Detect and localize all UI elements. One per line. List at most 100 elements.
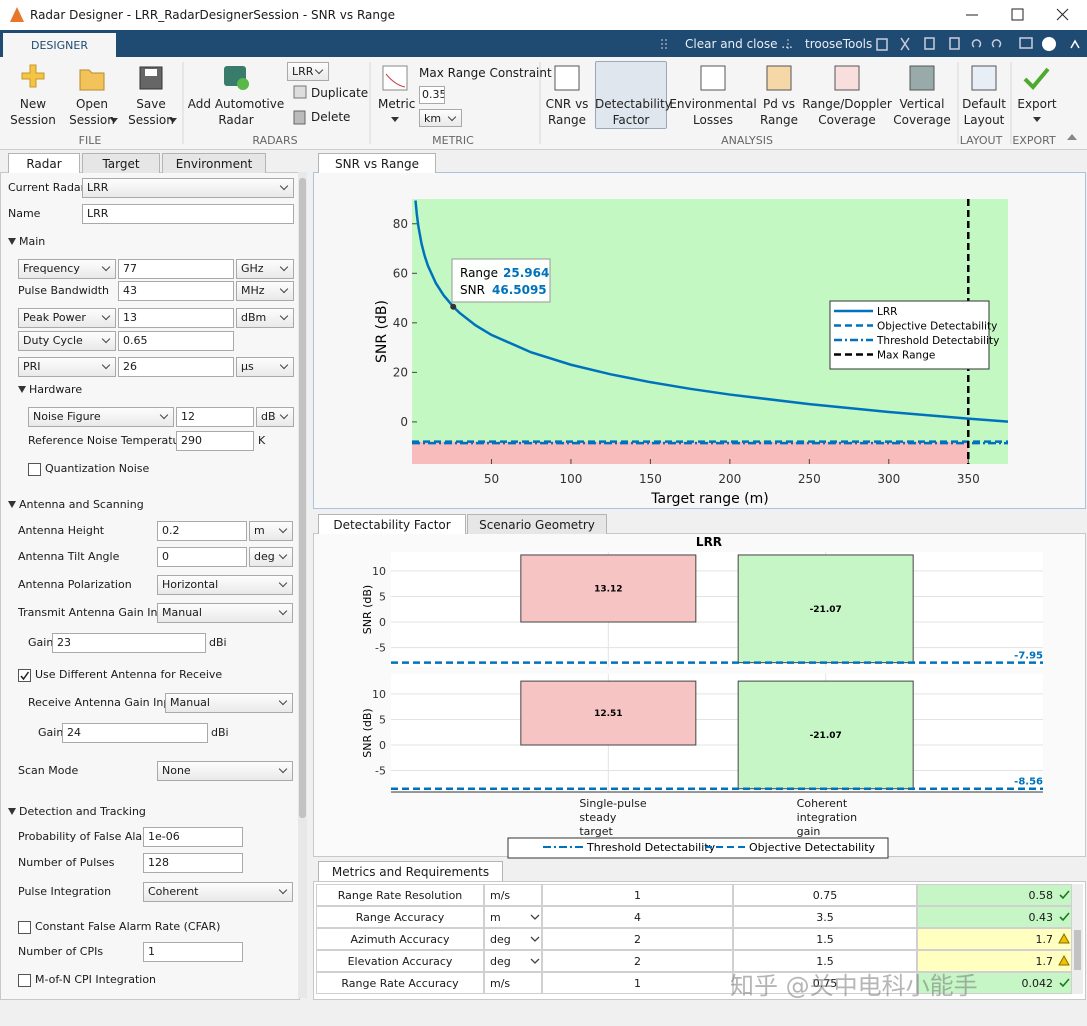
toolstrip-button[interactable]: Range/Doppler Coverage <box>802 97 892 127</box>
unit-select[interactable]: GHz <box>236 259 294 279</box>
panel-tab[interactable]: Radar <box>8 153 80 173</box>
toolstrip-button[interactable]: Add Automotive Radar <box>187 97 285 127</box>
delete-button[interactable]: Delete <box>311 110 351 124</box>
table-cell[interactable]: m/s <box>484 972 542 994</box>
field-input[interactable]: 290 <box>176 431 254 451</box>
field-label-select[interactable]: PRI <box>18 357 116 377</box>
section-arrow[interactable] <box>18 386 26 393</box>
toolstrip-button[interactable]: Default Layout <box>962 97 1006 127</box>
section-arrow[interactable] <box>8 238 16 245</box>
unit-select[interactable]: dB <box>256 407 294 427</box>
unit-select[interactable]: μs <box>236 357 294 377</box>
subplot-area <box>391 552 1043 667</box>
quick-access-item[interactable]: trooseTools <box>805 37 873 51</box>
constraint-unit[interactable]: km <box>419 109 462 127</box>
designer-tab[interactable]: DESIGNER <box>31 39 88 52</box>
field-input[interactable]: 1 <box>143 942 243 962</box>
bar-value-label: 13.12 <box>594 584 622 594</box>
field-input[interactable]: 128 <box>143 853 243 873</box>
checkbox[interactable] <box>18 921 31 934</box>
unit-select[interactable]: m <box>249 521 293 541</box>
field-input[interactable]: 0.2 <box>157 521 247 541</box>
section-header[interactable]: Hardware <box>29 383 83 396</box>
toolstrip-button[interactable]: Vertical Coverage <box>893 97 951 127</box>
group-separators <box>182 62 1012 144</box>
toolstrip-button[interactable]: CNR vs Range <box>545 97 589 127</box>
field-select[interactable]: Manual <box>157 603 293 623</box>
checkbox-label[interactable]: Quantization Noise <box>45 462 150 475</box>
category-label: steady <box>579 811 617 824</box>
field-input[interactable]: 1e-06 <box>143 827 243 847</box>
field-select[interactable]: Manual <box>165 693 293 713</box>
panel-tab[interactable]: Environment <box>162 153 266 173</box>
field-input[interactable]: 13 <box>118 308 234 328</box>
field-select[interactable]: Coherent <box>143 882 293 902</box>
field-label-select[interactable]: Noise Figure <box>28 407 174 427</box>
quick-access-item[interactable]: Clear and close ... <box>685 37 793 51</box>
field-label-select[interactable]: Frequency <box>18 259 116 279</box>
field-label: Probability of False Alarm <box>18 830 158 843</box>
table-cell[interactable]: deg <box>484 928 542 950</box>
section-header[interactable]: Main <box>19 235 46 248</box>
delete-icon <box>293 110 306 125</box>
maximize-icon[interactable] <box>1011 8 1024 21</box>
table-cell[interactable]: m/s <box>484 884 542 906</box>
unit-select[interactable]: dBm <box>236 308 294 328</box>
category-label: gain <box>796 825 821 838</box>
metric-button[interactable]: Metric <box>378 97 416 111</box>
toolstrip-button[interactable]: Environmental Losses <box>669 97 757 127</box>
collapse-icon[interactable] <box>1070 39 1080 49</box>
left-scroll-thumb[interactable] <box>299 178 306 818</box>
field-select[interactable]: LRR <box>82 178 294 198</box>
toolstrip-button[interactable]: Open Session <box>69 97 115 127</box>
field-label-select[interactable]: Peak Power <box>18 308 116 328</box>
toolstrip-button[interactable]: Detectability Factor <box>595 97 672 127</box>
table-cell[interactable]: m <box>484 906 542 928</box>
section-header[interactable]: Detection and Tracking <box>19 805 146 818</box>
legend-entry: Objective Detectability <box>877 321 997 333</box>
toolstrip-button[interactable]: New Session <box>10 97 56 127</box>
y-tick-label: 40 <box>393 316 408 330</box>
section-header[interactable]: Antenna and Scanning <box>19 498 144 511</box>
plot-tab[interactable]: Detectability Factor <box>318 514 466 534</box>
unit-select[interactable]: deg <box>249 547 293 567</box>
field-input[interactable]: 26 <box>118 357 234 377</box>
field-input[interactable]: 24 <box>62 723 208 743</box>
close-icon[interactable] <box>1056 8 1069 21</box>
field-input[interactable]: LRR <box>82 204 294 224</box>
toolstrip-collapse[interactable] <box>1067 134 1077 140</box>
plot-tab[interactable]: SNR vs Range <box>318 153 436 173</box>
field-input[interactable]: 0 <box>157 547 247 567</box>
checkbox[interactable] <box>18 669 31 682</box>
field-input[interactable]: 77 <box>118 259 234 279</box>
field-select[interactable]: None <box>157 761 293 781</box>
checkbox-label[interactable]: Use Different Antenna for Receive <box>35 668 223 681</box>
section-arrow[interactable] <box>8 808 16 815</box>
field-label-select[interactable]: Duty Cycle <box>18 331 116 351</box>
field-input[interactable]: 23 <box>52 633 206 653</box>
field-input[interactable]: 0.65 <box>118 331 234 351</box>
plot-tab[interactable]: Metrics and Requirements <box>318 861 503 881</box>
table-cell[interactable]: deg <box>484 950 542 972</box>
field-input[interactable]: 43 <box>118 281 234 301</box>
constraint-input[interactable]: 0.35 <box>419 86 445 104</box>
checkbox-label[interactable]: M-of-N CPI Integration <box>35 973 157 986</box>
metric-arrow <box>391 117 399 122</box>
unit-select[interactable]: MHz <box>236 281 294 301</box>
radar-select[interactable]: LRR <box>287 62 329 81</box>
toolstrip-button[interactable]: Export <box>1017 97 1057 111</box>
panel-tab[interactable]: Target <box>82 153 160 173</box>
field-input[interactable]: 12 <box>176 407 254 427</box>
checkbox-label[interactable]: Constant False Alarm Rate (CFAR) <box>35 920 221 933</box>
duplicate-button[interactable]: Duplicate <box>311 86 369 100</box>
checkbox[interactable] <box>28 463 41 476</box>
toolstrip-button[interactable]: Pd vs Range <box>759 97 799 127</box>
section-arrow[interactable] <box>8 501 16 508</box>
toolstrip-button[interactable]: Save Session <box>128 97 174 127</box>
checkbox[interactable] <box>18 974 31 987</box>
field-select[interactable]: Horizontal <box>157 575 293 595</box>
plot-tab[interactable]: Scenario Geometry <box>467 514 607 534</box>
help-icon[interactable] <box>1042 37 1056 51</box>
table-scroll-thumb[interactable] <box>1074 930 1081 970</box>
